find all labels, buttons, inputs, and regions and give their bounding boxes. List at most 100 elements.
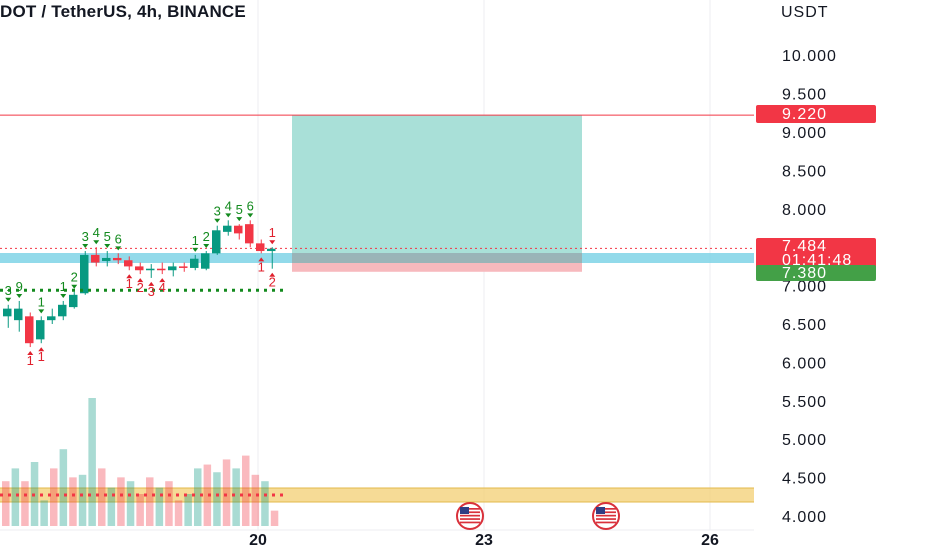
td-count-label: 4 (225, 198, 232, 213)
volume-bar (107, 487, 116, 526)
td-arrow-marker (27, 351, 34, 356)
yellow-zone (0, 488, 754, 502)
us-flag-event-icon[interactable] (456, 502, 484, 530)
td-count-label: 5 (236, 202, 243, 217)
candle-body (14, 308, 23, 321)
event-markers[interactable] (456, 502, 620, 530)
entry-price-text: 7.380 (782, 265, 827, 282)
x-axis-ticks: 20 23 26 (249, 532, 719, 549)
td-count-label: 3 (5, 283, 12, 298)
flag-stripe (596, 514, 616, 517)
td-arrow-marker (258, 257, 265, 262)
y-tick-label: 7.000 (782, 279, 827, 296)
td-count-label: 1 (126, 276, 133, 291)
td-count-label: 1 (38, 294, 45, 309)
td-count-label: 9 (16, 279, 23, 294)
flag-stripe (596, 521, 616, 524)
y-tick-label: 6.000 (782, 355, 827, 372)
candlesticks (3, 220, 276, 348)
volume-bar (50, 468, 58, 526)
volume-bar (2, 481, 10, 526)
y-tick-label: 4.000 (782, 509, 827, 526)
flag-stripe (460, 511, 480, 514)
entry-price-label: 7.380 (756, 265, 876, 282)
candle-body (91, 254, 100, 263)
flag-stripe (460, 518, 480, 520)
td-count-label: 3 (82, 229, 89, 244)
td-count-label: 6 (115, 231, 122, 246)
td-arrow-marker (203, 244, 210, 249)
volume-bar (146, 477, 154, 526)
volume-bar (251, 474, 260, 526)
volume-bar (270, 510, 279, 526)
flag-stripe (460, 508, 480, 510)
volume-bar (40, 500, 48, 526)
target-price-label: 9.220 (756, 105, 876, 123)
volume-bar (261, 481, 269, 526)
y-tick-label: 6.500 (782, 317, 827, 334)
volume-bar (88, 398, 96, 526)
volume-bar (126, 481, 135, 526)
candle-body (190, 258, 199, 268)
flag-stripe (596, 518, 616, 520)
td-arrow-marker (214, 218, 221, 223)
td-count-label: 3 (148, 284, 155, 299)
flag-canton (460, 507, 469, 514)
td-count-label: 4 (159, 280, 166, 295)
candle-body (245, 224, 254, 244)
us-flag-event-icon[interactable] (592, 502, 620, 530)
td-arrow-marker (137, 278, 144, 283)
candle-body (267, 248, 276, 252)
volume-bar (194, 468, 202, 526)
td-count-label: 1 (38, 349, 45, 364)
volume-bar (184, 494, 192, 526)
position-zones (0, 114, 754, 503)
y-tick-label: 5.000 (782, 432, 827, 449)
candle-body (146, 268, 155, 271)
candle-body (201, 253, 210, 269)
candle-body (47, 316, 56, 321)
current-price-text: 7.484 (782, 238, 827, 255)
candle-body (102, 257, 111, 262)
axis-unit-label: USDT (781, 4, 829, 21)
td-arrow-marker (38, 309, 45, 314)
y-tick-label: 4.500 (782, 471, 827, 488)
grid-lines (0, 0, 754, 531)
y-tick-label: 8.500 (782, 163, 827, 180)
flag-stripe (596, 511, 616, 514)
volume-bar (98, 468, 106, 526)
candle-body (69, 294, 78, 308)
td-arrow-marker (126, 274, 133, 279)
x-tick-label: 26 (701, 532, 719, 549)
target-price-text: 9.220 (782, 106, 827, 123)
td-arrow-marker (115, 246, 122, 251)
entry-overlap-band (292, 253, 582, 263)
td-count-label: 1 (258, 259, 265, 274)
y-tick-label: 9.000 (782, 125, 827, 142)
countdown-text: 01:41:48 (782, 252, 852, 269)
y-tick-label: 8.000 (782, 202, 827, 219)
flag-canton (596, 507, 605, 514)
volume-bar (78, 474, 87, 526)
td-count-label: 6 (247, 198, 254, 213)
volume-bar (59, 449, 68, 526)
td-arrow-marker (269, 240, 276, 245)
volume-bar (242, 455, 250, 526)
td-arrow-marker (225, 213, 232, 218)
reference-lines (0, 288, 288, 497)
candle-body (113, 257, 122, 261)
td-arrow-marker (247, 213, 254, 218)
td-arrow-marker (159, 278, 166, 283)
td-count-label: 4 (93, 225, 100, 240)
flag-stripe (596, 508, 616, 510)
volume-bar (69, 477, 77, 526)
td-arrow-marker (104, 244, 111, 249)
volume-bars (2, 398, 279, 526)
td-count-label: 1 (60, 279, 67, 294)
volume-bar (165, 481, 173, 526)
candle-body (256, 243, 265, 252)
td-count-label: 2 (71, 270, 78, 285)
td-arrow-marker (38, 347, 45, 352)
